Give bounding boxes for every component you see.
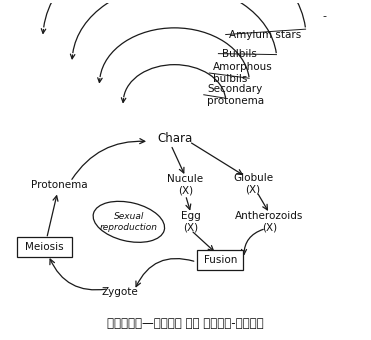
- Text: Amylum stars: Amylum stars: [229, 30, 302, 39]
- Text: Bulbils: Bulbils: [222, 49, 257, 58]
- Text: Meiosis: Meiosis: [26, 242, 64, 252]
- Text: Zygote: Zygote: [101, 287, 138, 297]
- Text: Protonema: Protonema: [31, 180, 88, 190]
- Text: Sexual
reproduction: Sexual reproduction: [100, 212, 158, 232]
- Text: Chara: Chara: [157, 132, 192, 145]
- Text: चित्र—कारा का जीवन-नक्।: चित्र—कारा का जीवन-नक्।: [107, 317, 264, 330]
- FancyBboxPatch shape: [17, 237, 72, 257]
- Text: Egg
(X): Egg (X): [181, 211, 201, 233]
- Text: -: -: [322, 11, 326, 21]
- Text: Secondary
protonema: Secondary protonema: [207, 84, 265, 105]
- Text: Fusion: Fusion: [204, 255, 237, 265]
- FancyBboxPatch shape: [197, 250, 243, 270]
- Text: Nucule
(X): Nucule (X): [167, 174, 204, 196]
- Text: Globule
(X): Globule (X): [233, 173, 273, 194]
- Text: Amorphous
bulbils: Amorphous bulbils: [213, 62, 273, 84]
- Text: Antherozoids
(X): Antherozoids (X): [235, 211, 304, 233]
- Ellipse shape: [93, 201, 165, 242]
